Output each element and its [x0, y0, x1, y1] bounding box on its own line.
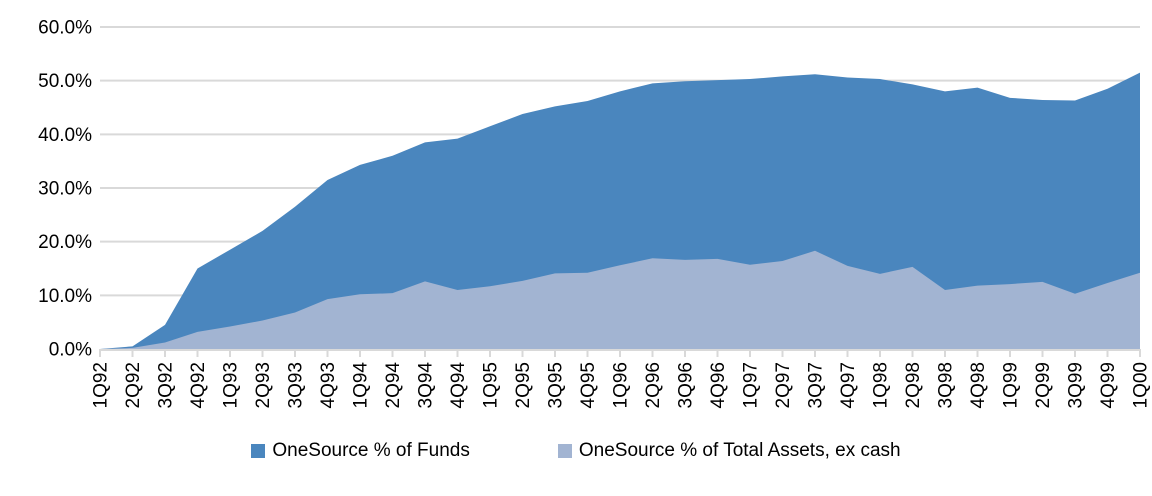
- x-axis-label: 2Q99: [1033, 362, 1054, 408]
- x-axis-label: 1Q98: [870, 362, 891, 408]
- x-axis-label: 1Q96: [610, 362, 631, 408]
- x-axis-label: 1Q93: [220, 362, 241, 408]
- x-axis-label: 1Q00: [1130, 362, 1151, 408]
- chart-legend: OneSource % of Funds OneSource % of Tota…: [0, 440, 1152, 462]
- x-axis-label: 2Q95: [513, 362, 534, 408]
- x-axis-label: 3Q95: [545, 362, 566, 408]
- x-axis-label: 2Q93: [253, 362, 274, 408]
- x-axis-label: 1Q99: [1000, 362, 1021, 408]
- x-axis-label: 1Q92: [90, 362, 111, 408]
- y-axis-label: 30.0%: [38, 178, 92, 199]
- x-axis-label: 3Q98: [935, 362, 956, 408]
- x-axis-label: 1Q97: [740, 362, 761, 408]
- x-axis-label: 4Q95: [578, 362, 599, 408]
- y-axis-label: 0.0%: [49, 339, 92, 360]
- x-axis-label: 3Q97: [805, 362, 826, 408]
- y-axis-label: 40.0%: [38, 125, 92, 146]
- x-axis-label: 4Q92: [188, 362, 209, 408]
- y-axis-label: 20.0%: [38, 232, 92, 253]
- x-axis-label: 4Q98: [968, 362, 989, 408]
- x-axis-label: 3Q93: [285, 362, 306, 408]
- legend-label-assets: OneSource % of Total Assets, ex cash: [578, 440, 901, 461]
- chart-svg: 1Q92 2Q92 3Q92 4Q92 1Q93 2Q93 3Q93 4Q93 1Q94 2Q94…: [38, 17, 1151, 409]
- x-axis-label: 4Q96: [708, 362, 729, 408]
- x-axis-label: 2Q94: [383, 362, 404, 409]
- x-axis-label: 4Q99: [1098, 362, 1119, 408]
- y-axis-label: 60.0%: [38, 17, 92, 38]
- x-axis-label: 3Q94: [415, 362, 436, 409]
- x-axis-label: 2Q98: [903, 362, 924, 408]
- x-axis-label: 3Q96: [675, 362, 696, 408]
- x-axis-label: 4Q93: [318, 362, 339, 408]
- x-axis-label: 1Q94: [350, 362, 371, 409]
- x-axis-label: 2Q97: [773, 362, 794, 408]
- x-axis-label: 4Q97: [838, 362, 859, 408]
- y-axis-label: 10.0%: [38, 286, 92, 307]
- x-axis-label: 2Q96: [643, 362, 664, 408]
- area-assets: [100, 250, 1140, 349]
- x-axis-label: 3Q92: [155, 362, 176, 408]
- y-axis-label: 50.0%: [38, 71, 92, 92]
- x-axis-label: 3Q99: [1065, 362, 1086, 408]
- legend-item-assets: OneSource % of Total Assets, ex cash: [557, 440, 901, 462]
- x-axis-label: 2Q92: [123, 362, 144, 408]
- x-axis-label: 1Q95: [480, 362, 501, 408]
- legend-label-funds: OneSource % of Funds: [272, 440, 470, 461]
- x-axis-label: 4Q94: [448, 362, 469, 409]
- legend-swatch-assets-icon: [557, 444, 572, 458]
- legend-swatch-funds-icon: [251, 444, 266, 458]
- legend-item-funds: OneSource % of Funds: [251, 440, 470, 462]
